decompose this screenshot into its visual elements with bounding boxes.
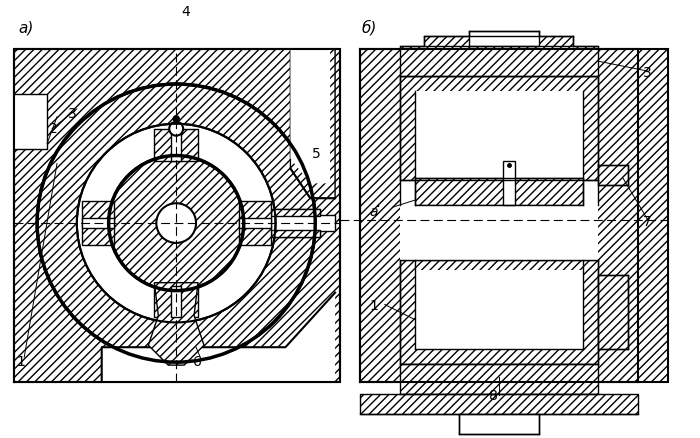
Circle shape [173, 117, 179, 123]
Text: а: а [370, 205, 379, 219]
Polygon shape [270, 210, 320, 217]
Text: 8: 8 [489, 388, 498, 402]
Circle shape [108, 156, 244, 291]
Text: 5: 5 [312, 146, 321, 160]
Polygon shape [102, 293, 335, 382]
Polygon shape [14, 95, 47, 149]
Polygon shape [148, 283, 204, 365]
Circle shape [37, 85, 315, 362]
Polygon shape [400, 260, 598, 364]
Bar [414, 270, 583, 350]
Polygon shape [414, 179, 583, 206]
Circle shape [77, 124, 276, 323]
Polygon shape [270, 210, 335, 237]
Text: 1: 1 [16, 354, 25, 368]
Polygon shape [400, 364, 598, 394]
Text: 3: 3 [643, 66, 652, 80]
Polygon shape [290, 50, 335, 199]
Polygon shape [459, 414, 539, 434]
Bar [172, 130, 181, 161]
Bar [503, 161, 515, 206]
Polygon shape [469, 32, 539, 47]
Text: 1: 1 [370, 299, 379, 313]
Polygon shape [400, 37, 598, 77]
Polygon shape [360, 50, 668, 382]
Polygon shape [598, 166, 628, 186]
Polygon shape [154, 130, 198, 161]
Circle shape [169, 123, 183, 136]
Text: 7: 7 [643, 215, 652, 229]
Polygon shape [400, 77, 598, 181]
Polygon shape [14, 50, 340, 382]
Bar [239, 219, 270, 229]
Bar [414, 92, 583, 181]
Polygon shape [239, 202, 270, 245]
Text: ·: · [374, 198, 381, 217]
Bar [400, 206, 598, 260]
Text: 3: 3 [68, 106, 77, 120]
Polygon shape [82, 202, 113, 245]
Text: 2: 2 [49, 121, 58, 135]
Circle shape [37, 85, 315, 362]
Text: 4: 4 [181, 4, 190, 18]
Polygon shape [154, 286, 198, 318]
Polygon shape [290, 50, 330, 184]
Bar [82, 219, 113, 229]
Polygon shape [360, 394, 638, 414]
Polygon shape [598, 275, 628, 350]
Bar [172, 286, 181, 318]
Text: а): а) [18, 20, 34, 35]
Bar [400, 236, 598, 364]
Polygon shape [270, 230, 320, 237]
Circle shape [156, 204, 196, 244]
Bar [400, 77, 598, 206]
Text: б): б) [362, 20, 377, 35]
Text: 6: 6 [193, 354, 202, 368]
